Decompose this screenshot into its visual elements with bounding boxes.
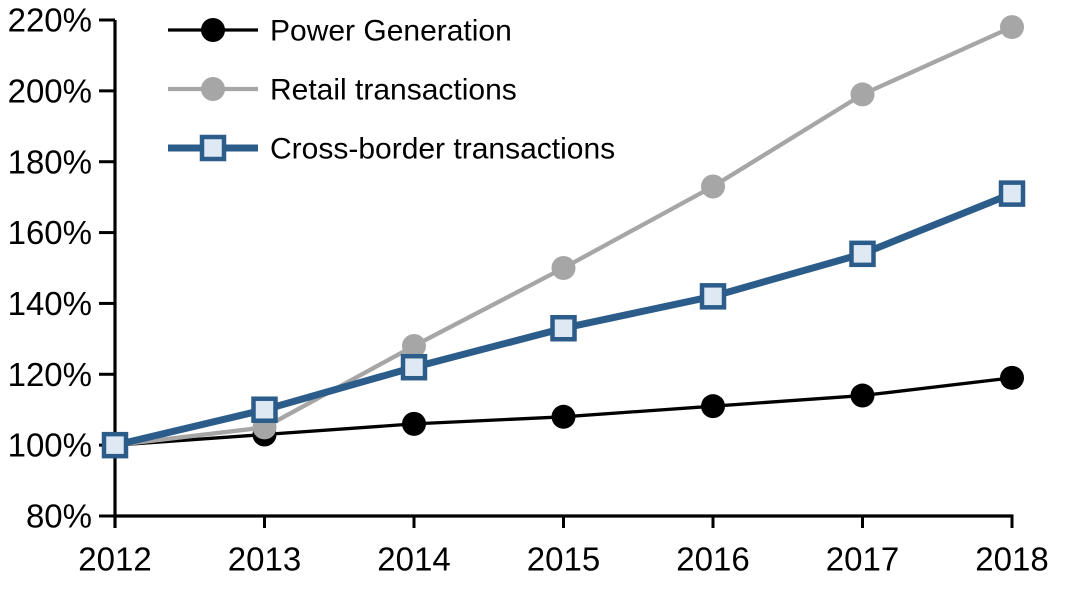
x-axis-tick-label: 2014 <box>377 541 450 578</box>
marker-cross-border-transactions-2012 <box>101 431 129 459</box>
x-axis-tick-label: 2016 <box>676 541 749 578</box>
marker-retail-transactions-2018 <box>1000 15 1024 40</box>
legend-label-power-generation: Power Generation <box>270 15 512 48</box>
legend-marker-retail-transactions <box>201 77 225 101</box>
x-axis-tick-label: 2015 <box>527 541 600 578</box>
marker-cross-border-transactions-2017 <box>849 240 876 268</box>
marker-cross-border-transactions-2014 <box>400 353 428 381</box>
legend-item-retail-transactions: Retail transactions <box>168 74 517 107</box>
x-axis-tick-label: 2017 <box>826 541 899 578</box>
legend: Power Generation Retail transactions Cross… <box>168 15 615 166</box>
marker-cross-border-transactions-2013 <box>251 396 278 423</box>
legend-marker-power-generation <box>201 18 225 42</box>
legend-label-retail-transactions: Retail transactions <box>270 74 517 107</box>
marker-power-generation-2014 <box>402 411 426 436</box>
marker-retail-transactions-2014 <box>402 333 426 358</box>
marker-retail-transactions-2016 <box>701 174 725 199</box>
marker-retail-transactions-2015 <box>551 256 576 280</box>
marker-cross-border-transactions-2018 <box>998 180 1026 207</box>
y-axis-tick-label: 80% <box>26 498 92 535</box>
legend-item-cross-border-transactions: Cross-border transactions <box>168 133 615 166</box>
y-axis-tick-label: 160% <box>8 214 92 251</box>
x-axis-tick-label: 2012 <box>78 541 151 578</box>
marker-retail-transactions-2017 <box>850 82 875 107</box>
y-axis-tick-label: 220% <box>8 2 92 39</box>
marker-power-generation-2016 <box>701 394 725 419</box>
marker-power-generation-2018 <box>1000 365 1024 390</box>
marker-cross-border-transactions-2015 <box>550 314 577 342</box>
y-axis-tick-label: 180% <box>8 143 92 180</box>
y-axis-tick-label: 120% <box>8 356 92 393</box>
x-axis-tick-label: 2013 <box>228 541 301 578</box>
legend-label-cross-border-transactions: Cross-border transactions <box>270 133 615 166</box>
legend-marker-cross-border-transactions <box>199 134 227 162</box>
y-axis-tick-label: 200% <box>8 72 92 109</box>
marker-power-generation-2017 <box>850 383 875 408</box>
y-axis-tick-label: 100% <box>8 427 92 464</box>
x-axis-tick-label: 2018 <box>975 541 1048 578</box>
y-axis-tick-label: 140% <box>8 285 92 322</box>
marker-power-generation-2015 <box>551 404 576 429</box>
marker-cross-border-transactions-2016 <box>699 283 727 310</box>
legend-item-power-generation: Power Generation <box>168 15 512 48</box>
